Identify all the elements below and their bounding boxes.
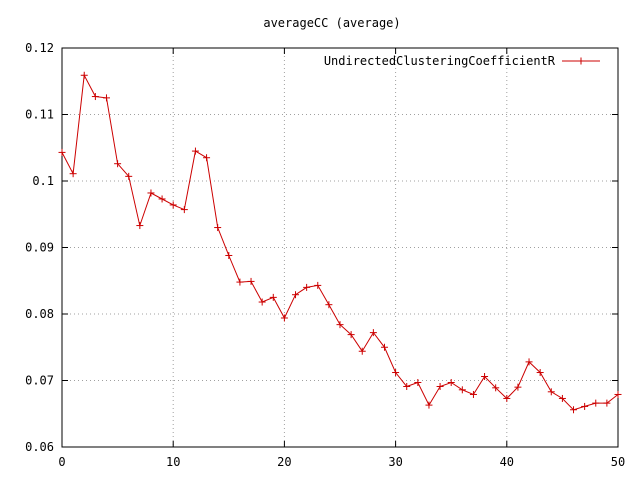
x-tick-label-4: 40 (500, 455, 514, 469)
chart-title: averageCC (average) (263, 16, 400, 30)
data-point (536, 369, 544, 377)
data-point (581, 402, 589, 410)
data-point (358, 347, 366, 355)
data-point (169, 201, 177, 209)
x-tick-label-5: 50 (611, 455, 625, 469)
data-point (136, 222, 144, 230)
data-point (425, 401, 433, 409)
x-tick-label-2: 20 (277, 455, 291, 469)
data-point (347, 331, 355, 339)
data-point (525, 358, 533, 366)
data-point (269, 293, 277, 301)
y-tick-label-4: 0.1 (32, 174, 54, 188)
data-point (570, 406, 578, 414)
data-point (380, 343, 388, 351)
data-point (203, 154, 211, 162)
y-tick-label-1: 0.07 (25, 374, 54, 388)
data-point (91, 93, 99, 101)
data-point (80, 71, 88, 79)
data-point (114, 160, 122, 168)
data-point (503, 394, 511, 402)
y-tick-label-5: 0.11 (25, 108, 54, 122)
data-point (414, 378, 422, 386)
data-point (280, 314, 288, 322)
data-point (547, 388, 555, 396)
legend-label-series-1: UndirectedClusteringCoefficientR (324, 54, 556, 68)
data-point (592, 399, 600, 407)
data-point (469, 390, 477, 398)
y-tick-label-2: 0.08 (25, 307, 54, 321)
y-tick-label-0: 0.06 (25, 440, 54, 454)
data-point (369, 329, 377, 337)
data-point (303, 283, 311, 291)
data-point (236, 278, 244, 286)
data-point (392, 369, 400, 377)
data-point (314, 281, 322, 289)
series-layer (58, 71, 622, 414)
data-point (292, 291, 300, 299)
data-point (258, 298, 266, 306)
y-tick-label-3: 0.09 (25, 241, 54, 255)
data-point (481, 373, 489, 381)
data-point (436, 382, 444, 390)
data-point (214, 224, 222, 232)
legend: UndirectedClusteringCoefficientR (324, 54, 600, 68)
data-point (102, 94, 110, 102)
data-point (247, 277, 255, 285)
x-tick-label-0: 0 (58, 455, 65, 469)
data-point (225, 251, 233, 259)
data-point (180, 206, 188, 214)
data-point (336, 321, 344, 329)
grid-layer (62, 48, 618, 447)
y-tick-label-6: 0.12 (25, 41, 54, 55)
data-point (325, 301, 333, 309)
data-point (458, 386, 466, 394)
data-point (492, 384, 500, 392)
data-point (403, 382, 411, 390)
data-point (191, 147, 199, 155)
data-point (514, 383, 522, 391)
series-line-1 (61, 73, 619, 411)
data-point (158, 195, 166, 203)
data-point (69, 170, 77, 178)
data-point (125, 172, 133, 180)
x-tick-label-1: 10 (166, 455, 180, 469)
data-point (558, 394, 566, 402)
data-point (147, 189, 155, 197)
data-point (58, 148, 66, 156)
data-point (614, 390, 622, 398)
axis-layer: 0 10 20 30 40 50 0.06 0.07 0.08 0.09 0.1 0.11 0.12 (25, 41, 625, 469)
x-tick-label-3: 30 (388, 455, 402, 469)
data-point (603, 399, 611, 407)
data-point (447, 378, 455, 386)
